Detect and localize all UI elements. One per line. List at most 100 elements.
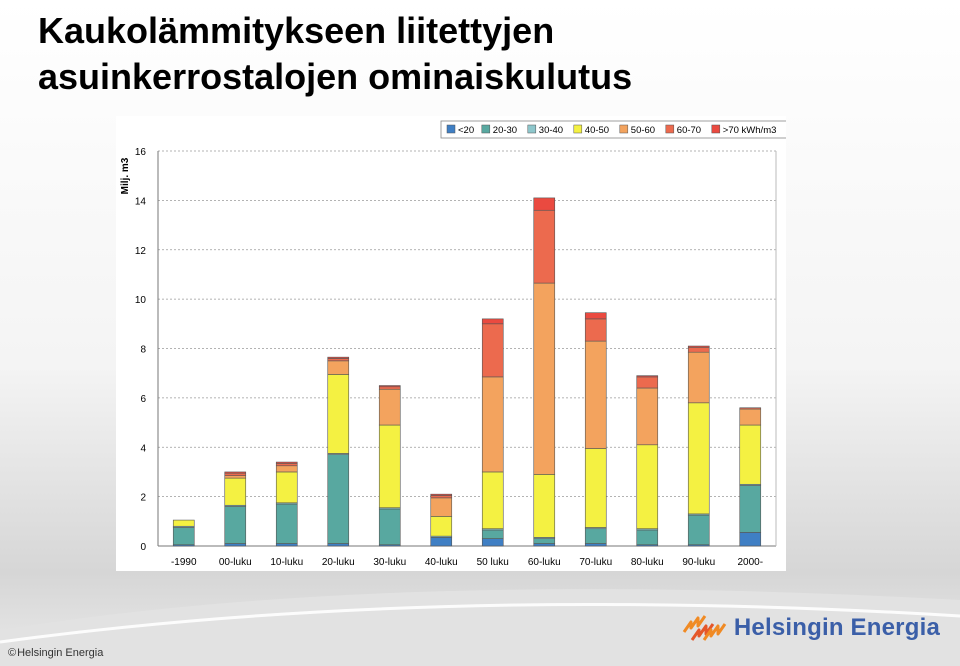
y-tick-label: 8: [140, 345, 146, 356]
bar-segment: [739, 408, 762, 426]
legend-label: 40-50: [585, 125, 609, 136]
bar-segment: [430, 495, 453, 499]
bar-segment: [687, 402, 710, 515]
legend-swatch: [665, 124, 675, 134]
legend-label: 20-30: [493, 125, 517, 136]
y-axis-label: Milj. m3: [120, 157, 131, 194]
bar-segment: [275, 471, 298, 504]
bar-segment: [481, 376, 504, 473]
bar-segment: [327, 360, 350, 375]
bar-segment: [224, 471, 247, 474]
brand-logo: Helsingin Energia: [682, 614, 940, 642]
y-tick-label: 2: [140, 493, 146, 504]
x-tick-label: 80-luku: [631, 557, 664, 568]
bar-segment: [224, 472, 247, 476]
bar-segment: [533, 538, 556, 544]
x-tick-label: 60-luku: [528, 557, 561, 568]
bar-segment: [224, 506, 247, 544]
bar-segment: [327, 543, 350, 547]
legend-swatch: [619, 124, 629, 134]
y-tick-label: 12: [135, 246, 147, 257]
x-tick-label: 20-luku: [322, 557, 355, 568]
legend-label: 50-60: [631, 125, 655, 136]
legend-label: <20: [458, 125, 474, 136]
bar-segment: [378, 385, 401, 388]
legend-swatch: [481, 124, 491, 134]
bar-segment: [687, 351, 710, 404]
bar-segment: [687, 346, 710, 353]
x-tick-label: 90-luku: [682, 557, 715, 568]
x-tick-label: 2000-: [737, 557, 763, 568]
y-tick-label: 10: [135, 295, 147, 306]
bar-segment: [481, 538, 504, 547]
decorative-swoosh: [0, 589, 960, 666]
x-tick-label: -1990: [171, 557, 197, 568]
legend-label: 60-70: [677, 125, 701, 136]
bar-segment: [327, 454, 350, 544]
bar-segment: [172, 519, 195, 527]
bar-segment: [275, 543, 298, 547]
x-tick-label: 70-luku: [579, 557, 612, 568]
bar-segment: [636, 529, 659, 546]
page-title-line1: Kaukolämmitykseen liitettyjen: [38, 10, 555, 51]
bar-segment: [584, 528, 607, 544]
bar-segment: [687, 345, 710, 348]
page-title: Kaukolämmitykseen liitettyjen asuinkerro…: [38, 8, 918, 100]
bar-segment: [584, 543, 607, 547]
footer-copyright-text: Helsingin Energia: [17, 647, 104, 659]
legend-swatch: [527, 124, 537, 134]
chart-container: 0 2 4 6 8 10 12 14 16 Milj. m3 -1990 00-luku 10-luku…: [116, 116, 786, 571]
bar-segment: [224, 543, 247, 547]
bar-segment: [430, 497, 453, 517]
legend-swatch: [711, 124, 721, 134]
y-tick-label: 16: [135, 147, 147, 158]
bar-segment: [275, 503, 298, 544]
x-tick-label: 50 luku: [477, 557, 509, 568]
bar-segment: [636, 387, 659, 446]
lightning-logo-icon: [682, 615, 727, 641]
bar-segment: [430, 516, 453, 537]
footer-copyright: ©Helsingin Energia: [8, 647, 103, 659]
bar-segment: [327, 358, 350, 362]
y-tick-label: 14: [135, 196, 147, 207]
bar-segment: [224, 477, 247, 506]
bar-segment: [533, 209, 556, 284]
bar-segment: [739, 407, 762, 410]
y-tick-label: 4: [140, 443, 146, 454]
bar-segment: [378, 424, 401, 509]
bar-segment: [533, 474, 556, 538]
bar-segment: [172, 527, 195, 546]
bar-segment: [481, 323, 504, 378]
bar-segment: [378, 386, 401, 390]
legend-swatch: [446, 124, 456, 134]
bar-segment: [224, 475, 247, 479]
page-title-line2: asuinkerrostalojen ominaiskulutus: [38, 56, 633, 97]
bar-segment: [430, 537, 453, 547]
legend-box: [440, 120, 786, 139]
bar-segment: [481, 471, 504, 530]
bar-segment: [533, 543, 556, 547]
x-tick-label: 30-luku: [373, 557, 406, 568]
legend-label: 30-40: [539, 125, 563, 136]
bar-segment: [275, 465, 298, 473]
bar-segment: [481, 529, 504, 539]
bar-segment: [430, 493, 453, 496]
x-tick-label: 10-luku: [270, 557, 303, 568]
bar-segment: [584, 340, 607, 449]
y-tick-label: 0: [140, 542, 146, 553]
bar-segment: [687, 514, 710, 546]
bar-segment: [481, 318, 504, 325]
legend-label: >70 kWh/m3: [723, 125, 777, 136]
bar-segment: [739, 424, 762, 485]
x-tick-label: 40-luku: [425, 557, 458, 568]
bar-segment: [378, 508, 401, 546]
bar-segment: [533, 197, 556, 211]
bar-segment: [584, 448, 607, 528]
bar-segment: [275, 462, 298, 467]
bar-segment: [636, 376, 659, 389]
stacked-bar-chart: 0 2 4 6 8 10 12 14 16 Milj. m3 -1990 00-luku 10-luku…: [120, 120, 786, 568]
bar-segment: [327, 374, 350, 454]
bar-segment: [584, 318, 607, 342]
bar-segment: [378, 388, 401, 426]
bar-segment: [584, 312, 607, 320]
